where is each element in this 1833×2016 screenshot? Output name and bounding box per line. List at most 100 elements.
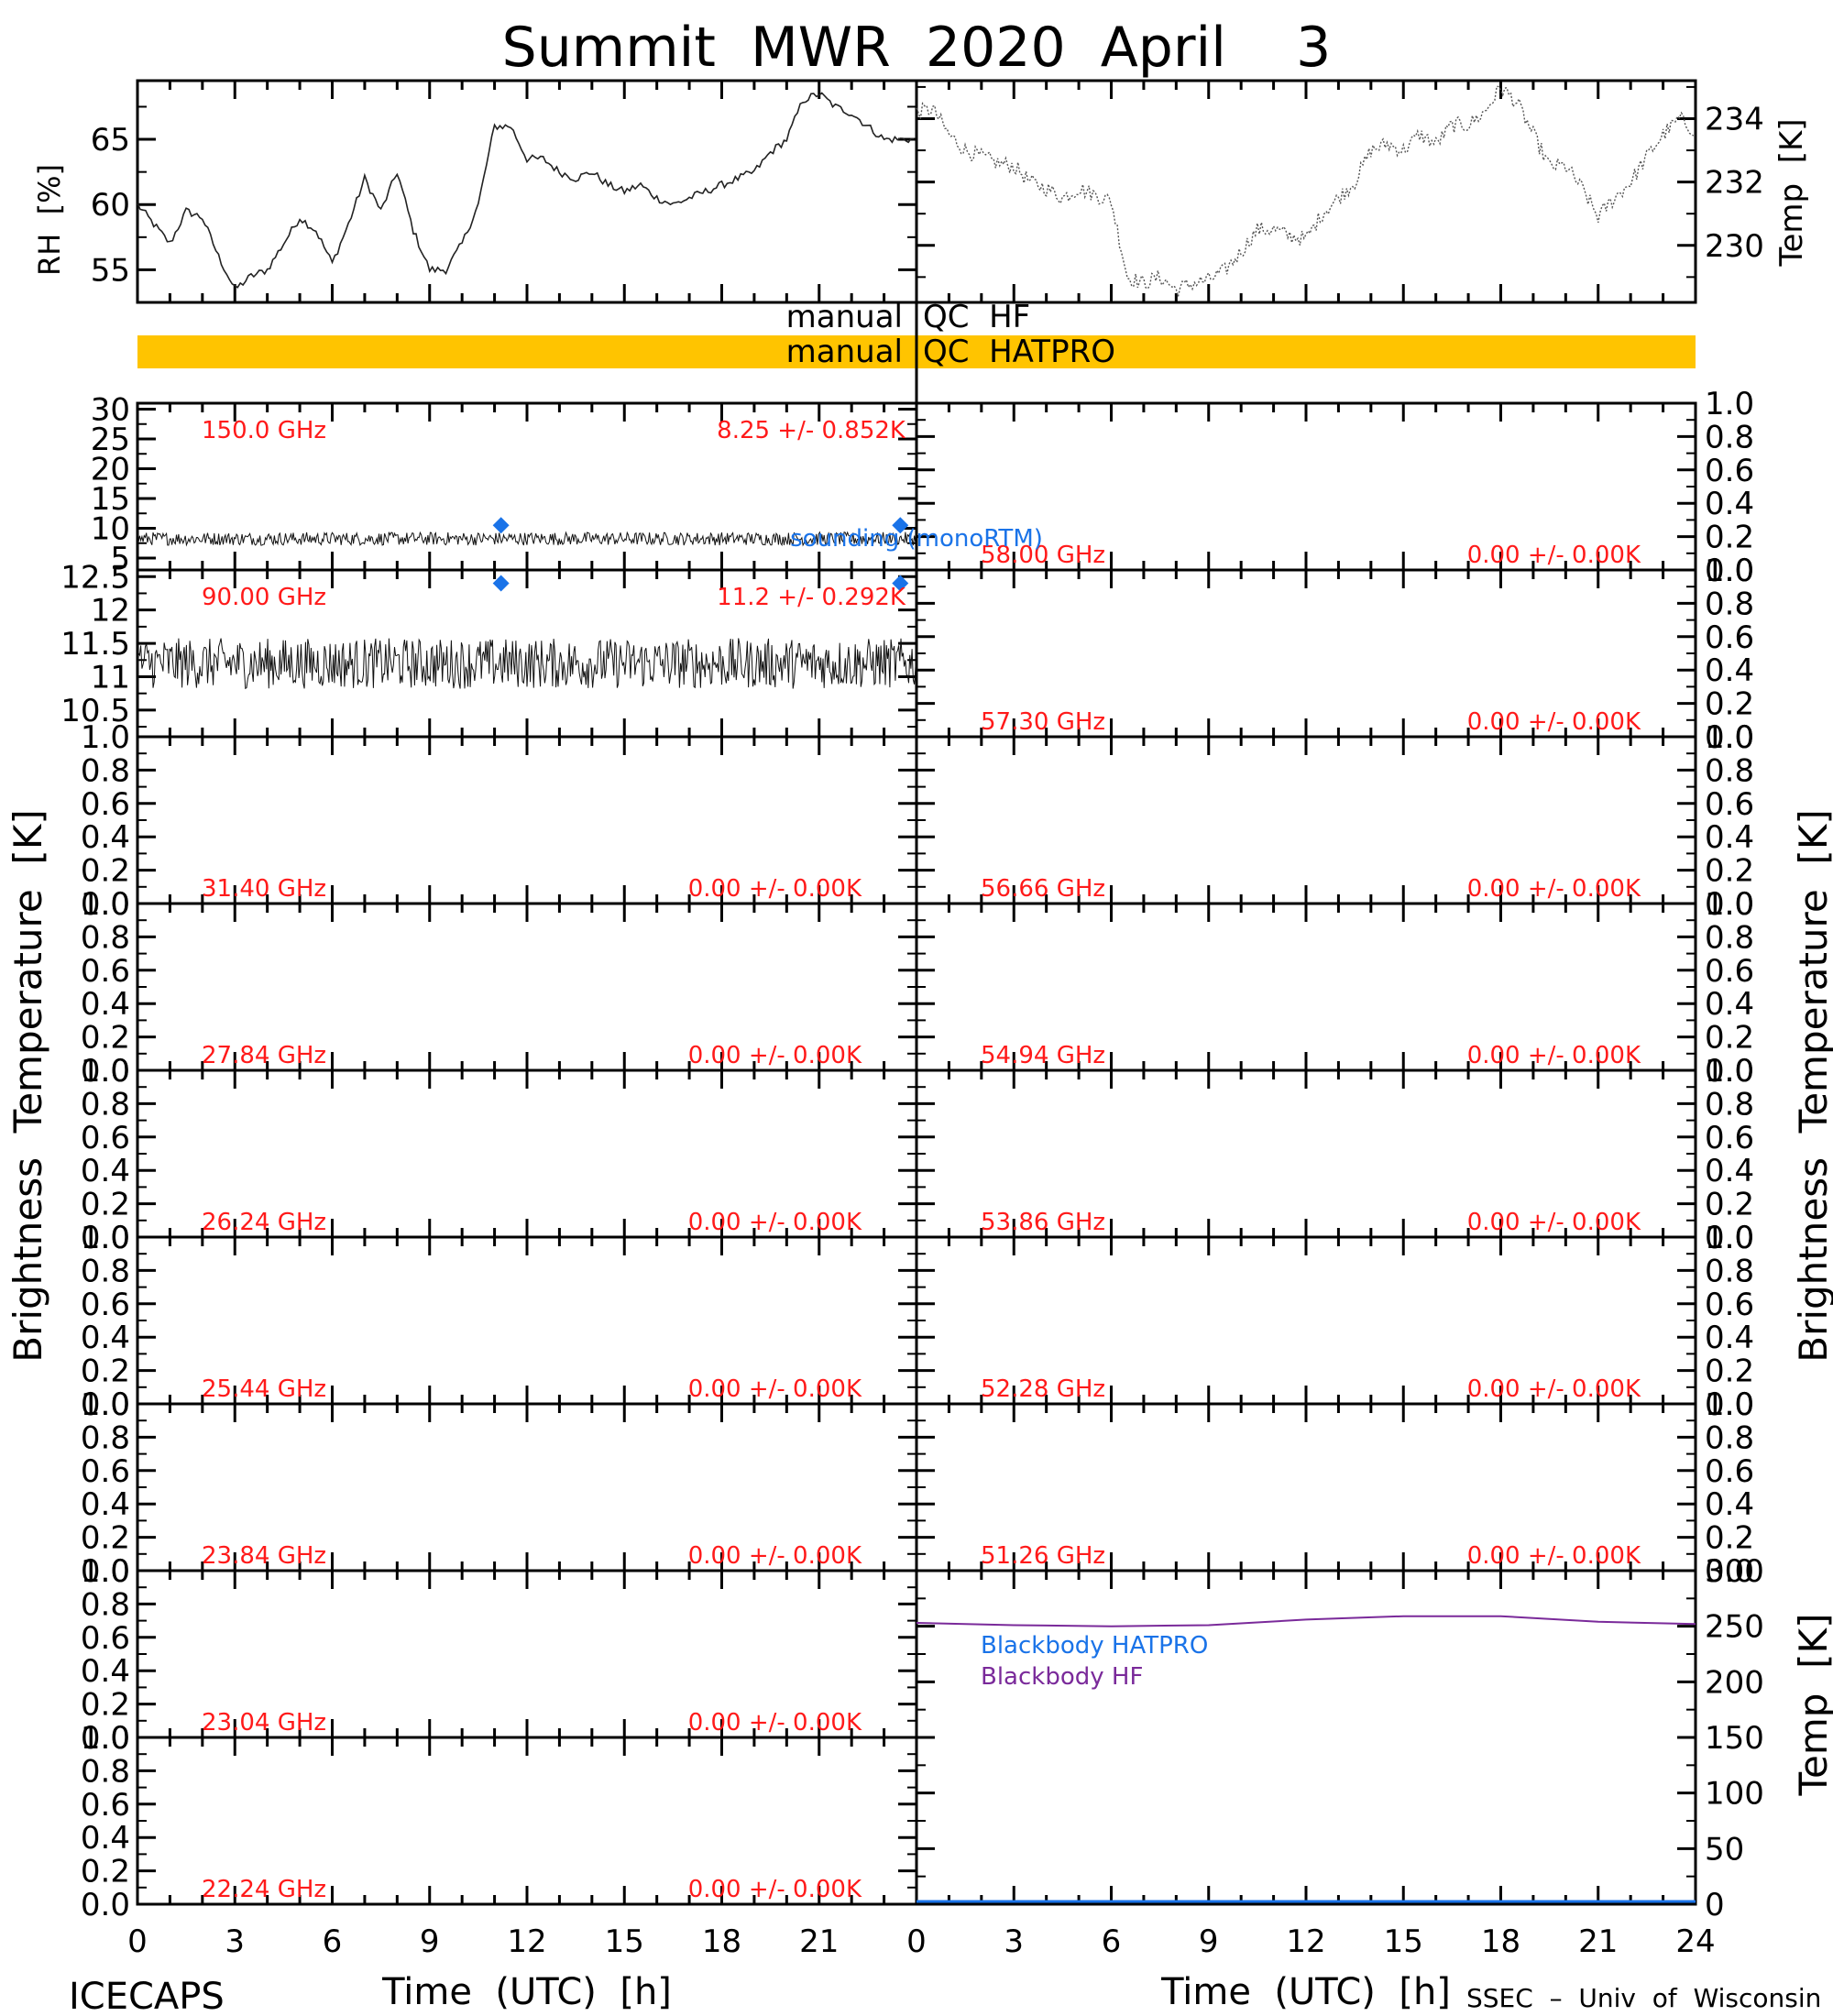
y-tick-label: 0.0 xyxy=(81,1553,130,1590)
y-tick-label: 0.0 xyxy=(1705,1053,1754,1090)
y-tick-label: 0.8 xyxy=(1705,919,1754,956)
blackbody-panel: 0 50 100 150 200 250 300 Blackbody HATPRO Blackb… xyxy=(915,1553,1764,1923)
y-tick-label: 0.2 xyxy=(1705,853,1754,890)
y-tick-label: 0.6 xyxy=(1705,1453,1754,1490)
stat-label: 0.00 +/- 0.00K xyxy=(688,875,862,903)
y-tick-label: 5 xyxy=(110,541,130,577)
x-tick-label-left: 15 xyxy=(605,1923,644,1960)
freq-label: 23.04 GHz xyxy=(202,1709,326,1737)
y-tick-label: 0.0 xyxy=(81,1720,130,1757)
y-tick-label: 250 xyxy=(1705,1609,1764,1646)
y-tick-label: 0.0 xyxy=(81,886,130,923)
y-tick-label: 0.6 xyxy=(81,786,130,823)
freq-label: 52.28 GHz xyxy=(981,1375,1105,1403)
rh-axis-title: RH [%] xyxy=(32,164,67,276)
y-tick-label: 0.2 xyxy=(81,1187,130,1223)
y-tick-label: 0.2 xyxy=(1705,520,1754,556)
y-tick-label: 1.0 xyxy=(81,1053,130,1090)
bt-axis-title-left: Brightness Temperature [K] xyxy=(5,809,50,1362)
y-tick-label: 65 xyxy=(91,122,130,159)
y-tick-label: 0.6 xyxy=(1705,619,1754,656)
y-tick-label: 30 xyxy=(91,392,130,429)
y-tick-label: 1.0 xyxy=(1705,1053,1754,1090)
y-tick-label: 11.5 xyxy=(60,626,130,663)
y-tick-label: 0.0 xyxy=(1705,553,1754,589)
freq-label: 31.40 GHz xyxy=(202,875,326,903)
y-tick-label: 0.8 xyxy=(81,1586,130,1623)
stat-label: 0.00 +/- 0.00K xyxy=(1467,542,1641,569)
tb-23.04-panel: 0.00.20.40.60.81.023.04 GHz 0.00 +/- 0.00… xyxy=(81,1553,918,1757)
x-tick-label-left: 12 xyxy=(507,1923,546,1960)
y-tick-label: 1.0 xyxy=(1705,886,1754,923)
freq-label: 53.86 GHz xyxy=(981,1209,1105,1236)
stat-label: 0.00 +/- 0.00K xyxy=(1467,1375,1641,1403)
y-tick-label: 1.0 xyxy=(81,1720,130,1757)
surface-temp-series xyxy=(916,85,1695,297)
freq-label: 51.26 GHz xyxy=(981,1542,1105,1570)
sounding-marker xyxy=(492,575,510,592)
y-tick-label: 0.8 xyxy=(1705,1086,1754,1123)
tb-54.94-panel: 0.00.20.40.60.81.054.94 GHz 0.00 +/- 0.00… xyxy=(915,886,1754,1090)
y-tick-label: 1.0 xyxy=(1705,553,1754,589)
y-tick-label: 232 xyxy=(1705,165,1764,202)
rh-frame xyxy=(136,79,918,304)
x-tick-label-left: 9 xyxy=(420,1923,440,1960)
tb-90-series xyxy=(137,638,917,690)
y-tick-label: 0.8 xyxy=(1705,1419,1754,1456)
freq-label: 27.84 GHz xyxy=(202,1042,326,1069)
y-tick-label: 0.6 xyxy=(1705,786,1754,823)
surface-temp-panel: 230 232 234 xyxy=(915,79,1764,304)
y-tick-label: 0.4 xyxy=(1705,1320,1754,1356)
legend-bb-hf: Blackbody HF xyxy=(981,1663,1143,1691)
y-tick-label: 0.0 xyxy=(1705,1220,1754,1256)
y-tick-label: 0.4 xyxy=(81,1486,130,1523)
bt-axis-title-right: Brightness Temperature [K] xyxy=(1791,809,1833,1362)
x-tick-label-left: 0 xyxy=(127,1923,148,1960)
y-tick-label: 0.4 xyxy=(1705,986,1754,1023)
footer-left: ICECAPS xyxy=(69,1976,225,2016)
y-tick-label: 0.2 xyxy=(1705,1353,1754,1390)
x-axis-title-right: Time (UTC) [h] xyxy=(1160,1971,1451,2013)
temp-axis-title: Temp [K] xyxy=(1773,118,1810,267)
y-tick-label: 0.8 xyxy=(81,1086,130,1123)
y-tick-label: 0.0 xyxy=(1705,1553,1754,1590)
y-tick-label: 1.0 xyxy=(81,1553,130,1590)
tb-51.26-panel: 0.00.20.40.60.81.051.26 GHz 0.00 +/- 0.00… xyxy=(915,1386,1754,1590)
y-tick-label: 0.4 xyxy=(81,1153,130,1189)
y-tick-label: 60 xyxy=(91,187,130,224)
x-tick-label-right: 0 xyxy=(906,1923,927,1960)
y-tick-label: 230 xyxy=(1705,228,1764,265)
y-tick-label: 0.4 xyxy=(81,1820,130,1857)
y-tick-label: 0.6 xyxy=(81,1287,130,1323)
x-tick-label-left: 3 xyxy=(225,1923,245,1960)
y-tick-label: 0.4 xyxy=(1705,652,1754,689)
y-tick-label: 20 xyxy=(91,452,130,488)
y-tick-label: 1.0 xyxy=(1705,386,1754,422)
tb-53.86-panel: 0.00.20.40.60.81.053.86 GHz 0.00 +/- 0.00… xyxy=(915,1053,1754,1256)
y-tick-label: 0.0 xyxy=(1705,886,1754,923)
stat-label: 0.00 +/- 0.00K xyxy=(688,1375,862,1403)
freq-label: 22.24 GHz xyxy=(202,1876,326,1903)
y-tick-label: 1.0 xyxy=(1705,719,1754,756)
x-tick-label-left: 6 xyxy=(323,1923,343,1960)
stat-label: 0.00 +/- 0.00K xyxy=(1467,875,1641,903)
y-tick-label: 0.4 xyxy=(81,986,130,1023)
tb-25.44-panel: 0.00.20.40.60.81.025.44 GHz 0.00 +/- 0.00… xyxy=(81,1220,918,1423)
y-tick-label: 0.6 xyxy=(81,953,130,990)
tb-150-series xyxy=(137,531,917,547)
sounding-marker xyxy=(892,517,909,534)
y-tick-label: 0.0 xyxy=(81,1887,130,1923)
y-tick-label: 0.2 xyxy=(81,1353,130,1390)
y-tick-label: 0.6 xyxy=(1705,1120,1754,1156)
y-tick-label: 0.8 xyxy=(81,1753,130,1790)
y-tick-label: 0.8 xyxy=(81,919,130,956)
y-tick-label: 0.4 xyxy=(81,1653,130,1690)
x-tick-label-right: 6 xyxy=(1102,1923,1122,1960)
y-tick-label: 0.6 xyxy=(81,1787,130,1824)
chart-title: Summit MWR 2020 April 3 xyxy=(502,16,1332,80)
y-tick-label: 300 xyxy=(1705,1553,1764,1590)
y-tick-label: 0.8 xyxy=(81,1419,130,1456)
